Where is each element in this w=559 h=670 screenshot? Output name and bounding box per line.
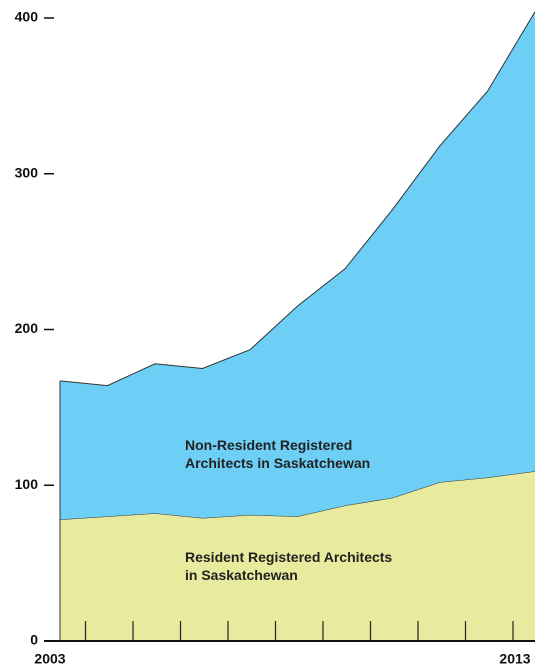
area xyxy=(60,11,535,520)
series-label: Resident Registered Architects in Saskat… xyxy=(185,549,393,583)
area-edge xyxy=(59,11,536,387)
y-tick-label: 200 xyxy=(15,320,39,336)
area xyxy=(60,471,535,641)
y-tick-label: 300 xyxy=(15,164,39,180)
series-label: Non-Resident Registered Architects in Sa… xyxy=(185,437,371,471)
y-tick-label: 100 xyxy=(15,476,39,492)
y-tick-label: 400 xyxy=(15,9,39,25)
x-tick-label: 2003 xyxy=(34,651,65,667)
x-tick-label: 2013 xyxy=(499,651,530,667)
y-tick-label: 0 xyxy=(30,632,38,648)
